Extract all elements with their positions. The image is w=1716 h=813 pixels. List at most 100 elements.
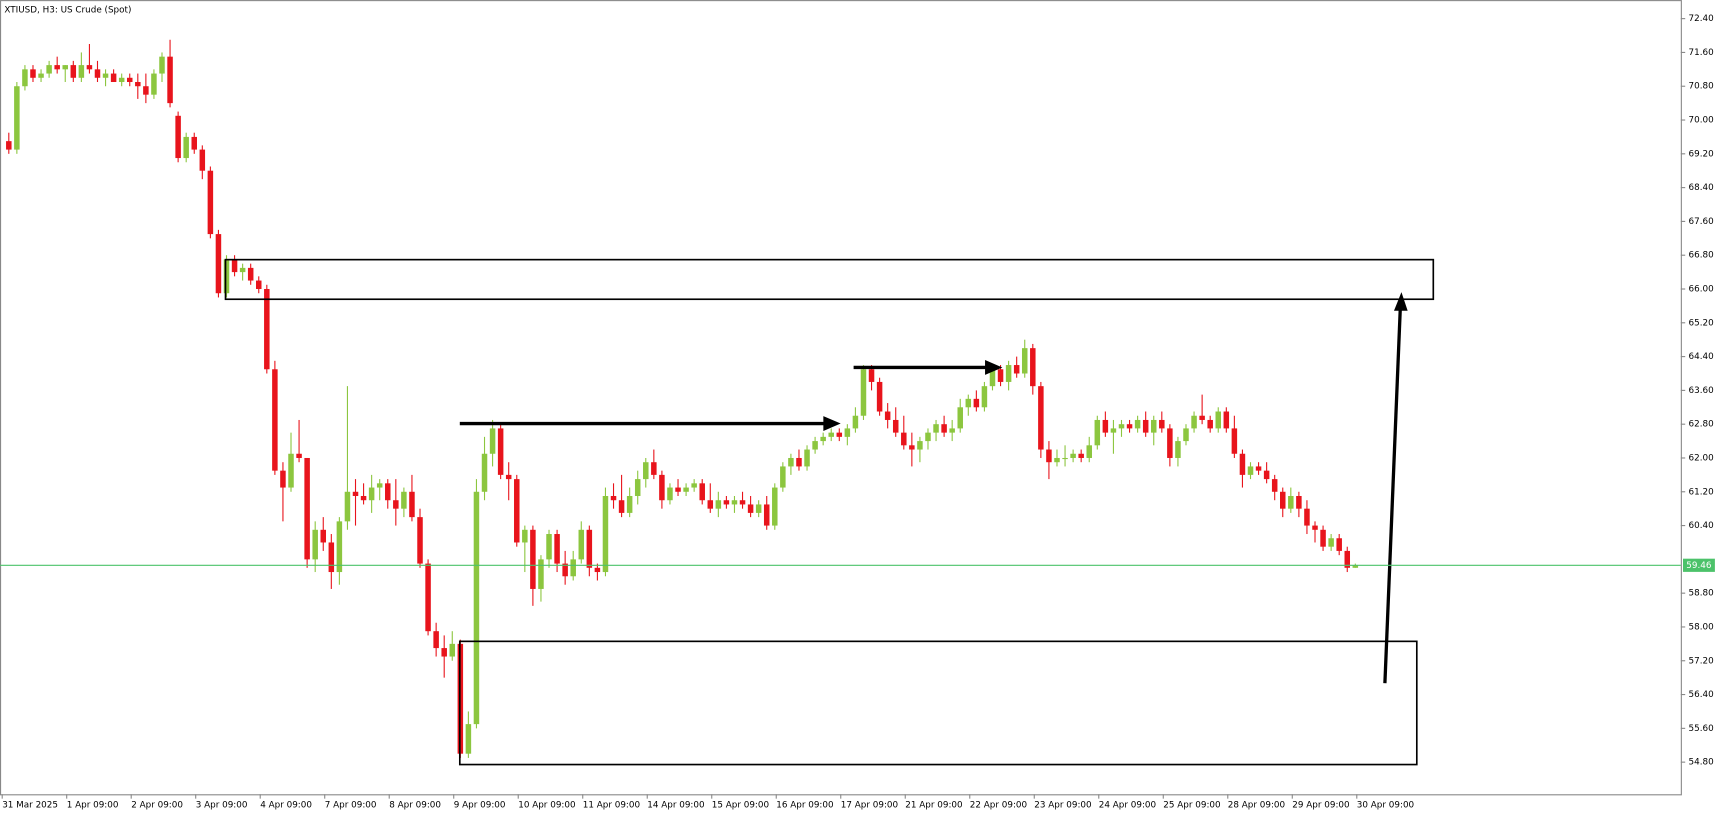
candle-body: [1263, 470, 1270, 480]
candle-body: [1094, 419, 1101, 446]
candle-body: [94, 69, 101, 78]
candle-body: [1070, 453, 1076, 458]
candle-body: [159, 56, 165, 74]
candle-body: [1110, 428, 1117, 433]
candle-body: [207, 170, 214, 235]
candle-body: [997, 369, 1004, 382]
candle-body: [1207, 419, 1213, 429]
x-tick-label: 23 Apr 09:00: [1034, 801, 1092, 811]
y-tick-label: 71.60: [1689, 48, 1715, 58]
candle-body: [780, 466, 786, 488]
candle-body: [747, 504, 754, 513]
candle-body: [1102, 419, 1109, 433]
x-tick-label: 30 Apr 09:00: [1357, 801, 1415, 811]
candle-body: [618, 500, 625, 513]
candle-body: [788, 457, 794, 467]
candle-body: [1159, 419, 1165, 429]
candle-body: [739, 500, 746, 505]
candle-body: [328, 542, 335, 573]
candle-body: [1175, 441, 1181, 458]
candle-body: [1280, 491, 1286, 509]
candle-body: [481, 453, 488, 492]
x-tick-label: 24 Apr 09:00: [1099, 801, 1157, 811]
candle-body: [1021, 348, 1028, 374]
candle-body: [336, 521, 343, 573]
candle-body: [522, 529, 528, 543]
candle-body: [151, 73, 157, 95]
candle-body: [505, 474, 512, 480]
y-tick-label: 70.80: [1689, 82, 1715, 92]
candle-body: [38, 73, 44, 78]
candle-body: [949, 428, 955, 433]
candle-body: [578, 529, 585, 560]
y-tick-label: 70.00: [1689, 116, 1715, 126]
y-tick-label: 64.40: [1689, 352, 1715, 362]
candle-body: [352, 491, 359, 497]
candle-body: [86, 65, 93, 70]
candle-body: [626, 496, 633, 513]
candle-body: [376, 483, 383, 488]
candle-body: [22, 69, 28, 87]
candle-body: [6, 141, 12, 150]
candle-body: [320, 529, 327, 543]
candle-body: [1078, 453, 1084, 458]
candle-body: [264, 289, 270, 370]
candle-body: [530, 529, 536, 589]
candle-body: [247, 267, 254, 281]
candle-body: [1013, 365, 1020, 374]
candle-body: [1005, 365, 1012, 382]
candle-body: [715, 500, 722, 509]
candle-body: [570, 559, 576, 577]
candle-body: [199, 149, 206, 171]
y-tick-label: 72.40: [1689, 14, 1715, 24]
candle-body: [1150, 419, 1157, 433]
candle-body: [1183, 428, 1189, 442]
x-tick-label: 22 Apr 09:00: [970, 801, 1028, 811]
y-tick-label: 66.00: [1689, 285, 1715, 295]
y-tick-label: 63.60: [1689, 386, 1715, 396]
candle-body: [312, 529, 318, 560]
candle-body: [473, 491, 480, 725]
candle-body: [1231, 428, 1238, 454]
candle-body: [514, 479, 520, 543]
arrow-head: [985, 360, 1003, 375]
candle-body: [1167, 428, 1173, 458]
candle-body: [973, 398, 980, 408]
x-tick-label: 17 Apr 09:00: [841, 801, 899, 811]
candle-body: [1312, 525, 1318, 530]
candle-body: [562, 563, 568, 577]
candle-body: [731, 500, 738, 505]
candle-body: [957, 407, 963, 429]
candle-body: [102, 73, 109, 78]
y-tick-label: 65.20: [1689, 318, 1715, 328]
candle-body: [497, 428, 504, 475]
y-tick-label: 58.00: [1689, 622, 1715, 632]
arrow: [1383, 307, 1402, 684]
candle-body: [634, 479, 641, 497]
candle-body: [70, 65, 77, 78]
x-tick-label: 3 Apr 09:00: [196, 801, 248, 811]
candle-body: [1247, 466, 1254, 475]
candle-body: [860, 369, 867, 416]
x-tick-label: 2 Apr 09:00: [131, 801, 183, 811]
candle-body: [280, 470, 286, 488]
candle-body: [46, 65, 52, 74]
candle-body: [78, 65, 85, 78]
candle-body: [360, 496, 367, 501]
candle-body: [167, 56, 173, 104]
candle-body: [175, 115, 181, 159]
candle-body: [288, 453, 294, 488]
candle-body: [1062, 457, 1068, 460]
candle-body: [594, 567, 601, 573]
candle-body: [215, 234, 222, 294]
candle-body: [796, 457, 802, 467]
y-tick-label: 56.40: [1689, 690, 1715, 700]
candle-body: [1239, 453, 1246, 475]
candle-body: [433, 631, 439, 649]
y-tick-label: 57.20: [1689, 656, 1715, 666]
candle-body: [836, 432, 843, 437]
candle-body: [941, 424, 947, 433]
candle-body: [385, 483, 391, 501]
candle-body: [256, 280, 262, 290]
x-tick-label: 4 Apr 09:00: [260, 801, 312, 811]
